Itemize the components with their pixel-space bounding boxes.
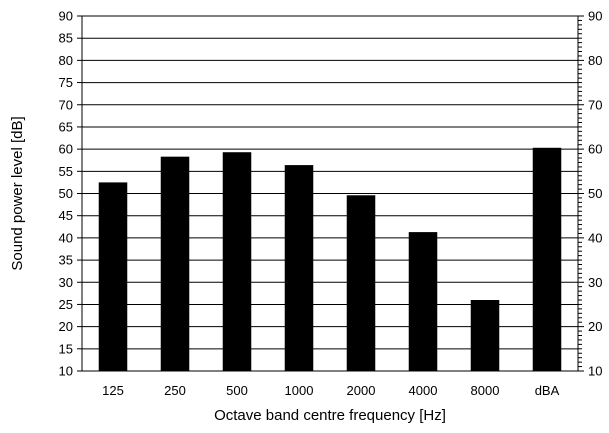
- y-tick-label-right: 60: [588, 142, 602, 157]
- y-tick-label-right: 40: [588, 230, 602, 245]
- y-tick-label-left: 10: [59, 364, 73, 379]
- x-axis-title: Octave band centre frequency [Hz]: [214, 407, 446, 424]
- bar: [160, 156, 190, 371]
- y-tick-label-right: 90: [588, 9, 602, 24]
- x-tick-label: 500: [226, 383, 248, 398]
- y-axis-right-ticks: 10 20 30 40 50 60 70 80 90: [578, 9, 602, 379]
- bar: [408, 232, 438, 371]
- y-tick-label-right: 30: [588, 275, 602, 290]
- y-tick-label-left: 75: [59, 75, 73, 90]
- y-tick-label-left: 55: [59, 164, 73, 179]
- bars: [98, 147, 562, 371]
- y-tick-label-left: 40: [59, 230, 73, 245]
- y-axis-title: Sound power level [dB]: [9, 116, 26, 270]
- gridlines: [82, 15, 578, 350]
- x-tick-label: 4000: [409, 383, 438, 398]
- bar: [470, 300, 500, 371]
- bar: [284, 165, 314, 371]
- y-tick-label-left: 45: [59, 208, 73, 223]
- bar: [532, 147, 562, 371]
- y-tick-label-left: 30: [59, 275, 73, 290]
- x-tick-label: 2000: [347, 383, 376, 398]
- y-tick-label-left: 90: [59, 9, 73, 24]
- bar: [98, 182, 128, 371]
- y-tick-label-left: 25: [59, 297, 73, 312]
- y-tick-label-right: 50: [588, 186, 602, 201]
- x-tick-label: 8000: [471, 383, 500, 398]
- y-tick-label-left: 20: [59, 319, 73, 334]
- y-tick-label-left: 65: [59, 119, 73, 134]
- y-tick-label-right: 20: [588, 319, 602, 334]
- y-tick-label-left: 15: [59, 341, 73, 356]
- y-tick-label-left: 70: [59, 97, 73, 112]
- x-axis-tick-labels: 125 250 500 1000 2000 4000 8000 dBA: [102, 383, 559, 398]
- y-tick-label-left: 50: [59, 186, 73, 201]
- y-tick-label-left: 85: [59, 31, 73, 46]
- x-tick-label: 1000: [285, 383, 314, 398]
- x-tick-label: 125: [102, 383, 124, 398]
- y-axis-left-ticks: 10 15 20 25 30 35 40 45 50 55 60 65 70 75 80 85 90: [59, 9, 82, 379]
- y-tick-label-right: 10: [588, 364, 602, 379]
- y-tick-label-left: 80: [59, 53, 73, 68]
- y-tick-label-right: 70: [588, 97, 602, 112]
- y-tick-label-right: 80: [588, 53, 602, 68]
- bar: [346, 195, 376, 371]
- x-tick-label: 250: [164, 383, 186, 398]
- x-tick-label: dBA: [535, 383, 560, 398]
- y-tick-label-left: 35: [59, 253, 73, 268]
- y-tick-label-left: 60: [59, 142, 73, 157]
- bar: [222, 152, 252, 371]
